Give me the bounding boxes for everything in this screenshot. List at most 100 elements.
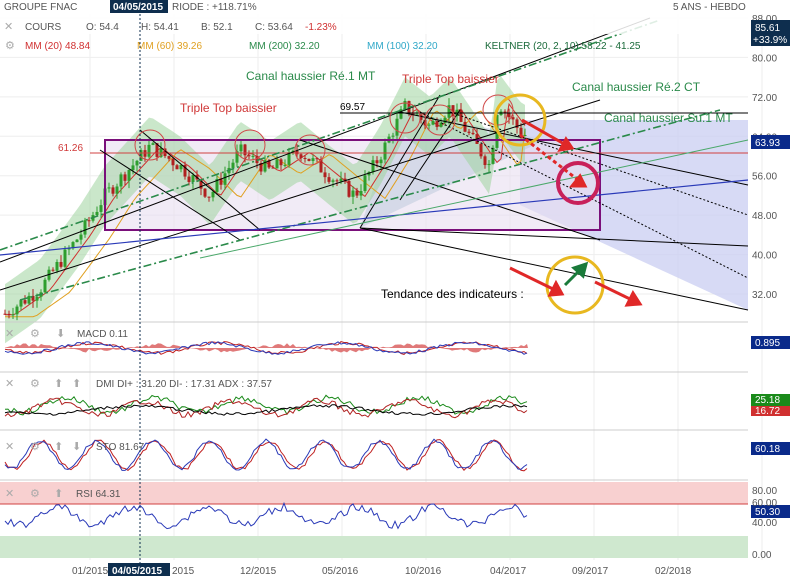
x-date-badge-label: 04/05/2015 bbox=[112, 566, 162, 576]
candle-body bbox=[211, 191, 215, 198]
candle-body bbox=[27, 295, 31, 304]
triple-top-circles bbox=[134, 94, 514, 166]
x-tick-label: 2015 bbox=[172, 566, 195, 576]
rsi-close-icon[interactable]: ✕ bbox=[5, 488, 14, 500]
annotation-triple-top-2: Triple Top baissier bbox=[402, 72, 499, 86]
sto-down-arrow-icon[interactable]: ⬇ bbox=[72, 441, 81, 453]
candle-body bbox=[471, 132, 475, 135]
candle-body bbox=[399, 109, 403, 119]
candle-body bbox=[267, 160, 271, 168]
macd-badge-bg bbox=[751, 336, 790, 349]
rsi-gear-icon[interactable]: ⚙ bbox=[30, 488, 40, 500]
rsi-tick-label: 40.00 bbox=[752, 518, 777, 529]
mm100-label: MM (100) 32.20 bbox=[367, 41, 438, 52]
dmi-gear-icon[interactable]: ⚙ bbox=[30, 378, 40, 390]
close-icon[interactable]: ✕ bbox=[4, 21, 13, 33]
annotation-canal-su1: Canal haussier Su.1 MT bbox=[604, 111, 733, 125]
candle-body bbox=[163, 148, 167, 157]
candle-body bbox=[43, 279, 47, 293]
top-change: +33.9% bbox=[753, 35, 787, 46]
change-label: -1.23% bbox=[305, 22, 337, 33]
sto-badge: 60.18 bbox=[755, 444, 780, 455]
macd-close-icon[interactable]: ✕ bbox=[5, 328, 14, 340]
candle-body bbox=[183, 165, 187, 177]
candle-body bbox=[467, 131, 471, 133]
candle-body bbox=[435, 121, 439, 127]
candle-body bbox=[71, 242, 75, 249]
top-yellow-circle bbox=[493, 93, 547, 147]
candle-body bbox=[483, 156, 487, 166]
candle-body bbox=[419, 114, 423, 120]
mm200-label: MM (200) 32.20 bbox=[249, 41, 320, 52]
gear-icon[interactable]: ⚙ bbox=[5, 40, 15, 52]
dmi-up-arrow-icon-2[interactable]: ⬆ bbox=[72, 378, 81, 390]
blue-support-line bbox=[0, 179, 749, 256]
dmi-up-arrow-icon[interactable]: ⬆ bbox=[54, 378, 63, 390]
sto-close-icon[interactable]: ✕ bbox=[5, 441, 14, 453]
red-arrows bbox=[509, 118, 643, 307]
candle-body bbox=[99, 205, 103, 212]
candle-body bbox=[439, 122, 443, 127]
x-axis: 01/2015 2015 12/2015 05/2016 10/2016 04/2017 0… bbox=[72, 566, 692, 576]
rsi-up-arrow-icon[interactable]: ⬆ bbox=[54, 488, 63, 500]
candle-body bbox=[167, 156, 171, 159]
rsi-badge: 50.30 bbox=[755, 507, 780, 518]
candle-body bbox=[351, 190, 355, 197]
date-badge bbox=[110, 0, 168, 13]
candle-body bbox=[87, 220, 91, 222]
candle-body bbox=[463, 121, 467, 132]
candle-body bbox=[203, 188, 207, 197]
candle-body bbox=[391, 135, 395, 137]
rsi-overbought-zone bbox=[0, 482, 748, 504]
dmi-badge-bottom: 16.72 bbox=[755, 406, 780, 417]
candle-body bbox=[3, 313, 7, 315]
x-tick-label: 01/2015 bbox=[72, 566, 109, 576]
dmi-close-icon[interactable]: ✕ bbox=[5, 378, 14, 390]
macd-down-arrow-icon[interactable]: ⬇ bbox=[56, 328, 65, 340]
annotation-canal-re1: Canal haussier Ré.1 MT bbox=[246, 69, 376, 83]
sto-up-arrow-icon[interactable]: ⬆ bbox=[54, 441, 63, 453]
b-label: B: 52.1 bbox=[201, 22, 233, 33]
candle-body bbox=[59, 261, 63, 267]
candle-body bbox=[23, 300, 27, 304]
candle-body bbox=[319, 159, 323, 173]
candle-body bbox=[139, 150, 143, 161]
candle-body bbox=[479, 143, 483, 157]
macd-gear-icon[interactable]: ⚙ bbox=[30, 328, 40, 340]
candle-body bbox=[311, 158, 315, 161]
candle-body bbox=[131, 165, 135, 171]
sto-panel: ✕ ⚙ ⬆ ⬇ STO 81.67 60.18 bbox=[0, 429, 790, 472]
top-value: 85.61 bbox=[755, 23, 780, 34]
last-price: 63.93 bbox=[755, 138, 780, 149]
candle-body bbox=[111, 187, 115, 194]
y-tick-label: 80.00 bbox=[752, 53, 777, 64]
candle-body bbox=[83, 220, 87, 235]
candle-body bbox=[11, 314, 15, 316]
candle-body bbox=[451, 105, 455, 117]
candle-body bbox=[199, 179, 203, 189]
candle-body bbox=[523, 135, 527, 137]
annotation-triple-top-1: Triple Top baissier bbox=[180, 101, 277, 115]
rsi-tick-label: 80.00 bbox=[752, 486, 777, 497]
candle-body bbox=[375, 160, 379, 164]
candle-body bbox=[383, 142, 387, 160]
candle-body bbox=[323, 172, 327, 178]
candle-body bbox=[359, 191, 363, 196]
candle-body bbox=[115, 186, 119, 194]
y-tick-label: 72.00 bbox=[752, 93, 777, 104]
h-label: H: 54.41 bbox=[141, 22, 179, 33]
candle-body bbox=[427, 124, 431, 126]
candle-body bbox=[503, 111, 507, 113]
candle-body bbox=[31, 295, 35, 301]
green-dash-channels bbox=[0, 19, 721, 301]
candle-body bbox=[283, 164, 287, 166]
candle-body bbox=[247, 155, 251, 157]
candle-body bbox=[207, 196, 211, 198]
y-tick-label: 88.00 bbox=[752, 14, 777, 25]
sto-gear-icon[interactable]: ⚙ bbox=[30, 441, 40, 453]
annotation-tendance: Tendance des indicateurs : bbox=[381, 287, 524, 301]
candle-body bbox=[315, 158, 319, 160]
y-tick-label: 32.00 bbox=[752, 290, 777, 301]
candle-body bbox=[515, 119, 519, 128]
candle-body bbox=[215, 179, 219, 192]
